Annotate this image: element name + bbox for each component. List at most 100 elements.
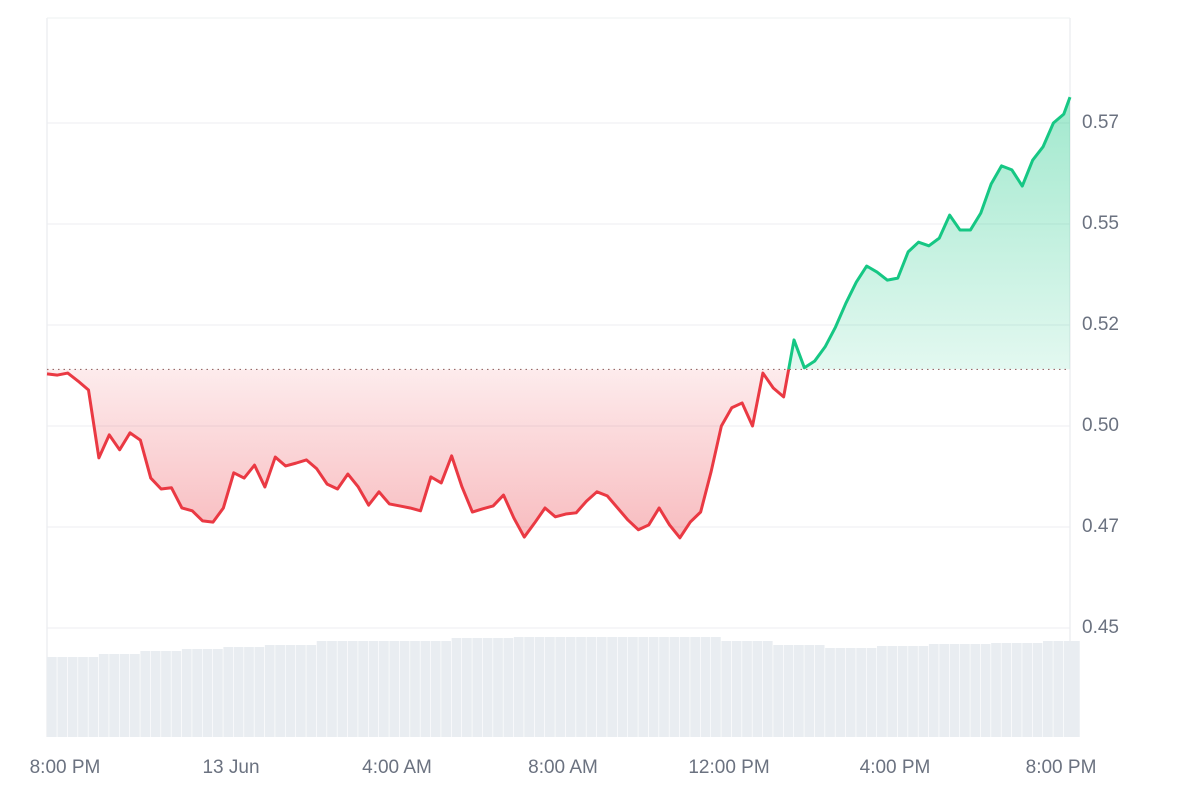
volume-bar [825, 648, 835, 737]
volume-bar [866, 648, 877, 737]
volume-bar [389, 641, 400, 737]
volume-bar [690, 637, 700, 737]
volume-bar [628, 637, 638, 737]
volume-bar [659, 637, 669, 737]
volume-bar [970, 644, 981, 737]
volume-bar [140, 651, 151, 737]
volume-bar [1001, 643, 1012, 737]
volume-bar [441, 641, 451, 737]
volume-bar [804, 645, 815, 737]
volume-bar [254, 647, 265, 737]
volume-bar [648, 637, 659, 737]
volume-bar [949, 644, 960, 737]
x-tick-label: 8:00 PM [30, 757, 101, 778]
volume-bar [296, 645, 306, 737]
volume-bar [451, 638, 462, 737]
volume-bar [1043, 641, 1053, 737]
area-up [47, 97, 1070, 370]
volume-bar [908, 646, 918, 737]
volume-bar [607, 637, 617, 737]
volume-bar [856, 648, 866, 737]
volume-bar [430, 641, 441, 737]
volume-bar [264, 645, 275, 737]
x-tick-label: 4:00 PM [860, 757, 931, 778]
volume-bar [742, 641, 752, 737]
volume-bar [285, 645, 296, 737]
volume-bar [109, 654, 119, 737]
volume-bar [679, 637, 690, 737]
volume-bar [181, 649, 192, 737]
volume-bar [503, 638, 514, 737]
volume-bar [638, 637, 649, 737]
volume-bar [327, 641, 337, 737]
x-tick-label: 8:00 PM [1026, 757, 1097, 778]
volume-bar [586, 637, 597, 737]
volume-bar [928, 644, 939, 737]
volume-bar [358, 641, 368, 737]
volume-bar [1063, 641, 1074, 737]
x-tick-label: 12:00 PM [688, 757, 769, 778]
volume-bar [1053, 641, 1064, 737]
volume-bar [88, 657, 99, 737]
volume-bar [596, 637, 607, 737]
volume-bar [1032, 643, 1043, 737]
volume-bar [835, 648, 846, 737]
volume-bar [420, 641, 431, 737]
volume-bar [897, 646, 908, 737]
volume-bar [347, 641, 358, 737]
volume-bar [991, 643, 1001, 737]
volume-bar [980, 644, 991, 737]
volume-bar [47, 657, 57, 737]
volume-bar [410, 641, 420, 737]
volume-bar [1070, 641, 1080, 737]
y-tick-label: 0.52 [1082, 314, 1119, 335]
volume-bar [275, 645, 285, 737]
volume-bar [783, 645, 794, 737]
y-tick-label: 0.57 [1082, 112, 1119, 133]
volume-bar [918, 646, 929, 737]
volume-bar [306, 645, 317, 737]
volume-bar [555, 637, 566, 737]
volume-bar [202, 649, 213, 737]
volume-bar [877, 646, 887, 737]
volume-bar [700, 637, 711, 737]
volume-bar [482, 638, 493, 737]
volume-bar [462, 638, 472, 737]
volume-bar [119, 654, 130, 737]
volume-bar [534, 637, 545, 737]
volume-bar [192, 649, 202, 737]
volume-bar [762, 641, 773, 737]
x-tick-label: 4:00 AM [362, 757, 432, 778]
x-tick-label: 13 Jun [202, 757, 259, 778]
volume-bar [939, 644, 950, 737]
volume-bar [379, 641, 389, 737]
volume-bar [669, 637, 680, 737]
volume-bar [171, 651, 182, 737]
volume-bar [545, 637, 555, 737]
volume-bar [576, 637, 586, 737]
y-tick-label: 0.50 [1082, 415, 1119, 436]
volume-bar [887, 646, 898, 737]
volume-bar [233, 647, 244, 737]
area-down [47, 369, 789, 538]
volume-bar [130, 654, 140, 737]
volume-bar [213, 649, 223, 737]
volume-bar [337, 641, 348, 737]
volume-bar [472, 638, 483, 737]
volume-bar [711, 637, 721, 737]
y-tick-label: 0.47 [1082, 516, 1119, 537]
volume-bar [1022, 643, 1033, 737]
y-tick-label: 0.45 [1082, 617, 1119, 638]
volume-bar [161, 651, 171, 737]
volume-bar [57, 657, 68, 737]
volume-bar [794, 645, 804, 737]
volume-bar [752, 641, 763, 737]
volume-bar [565, 637, 576, 737]
volume-bar [244, 647, 254, 737]
x-tick-label: 8:00 AM [528, 757, 598, 778]
volume-bar [98, 654, 109, 737]
volume-bar [1011, 643, 1022, 737]
volume-bar [617, 637, 628, 737]
volume-bar [731, 641, 742, 737]
